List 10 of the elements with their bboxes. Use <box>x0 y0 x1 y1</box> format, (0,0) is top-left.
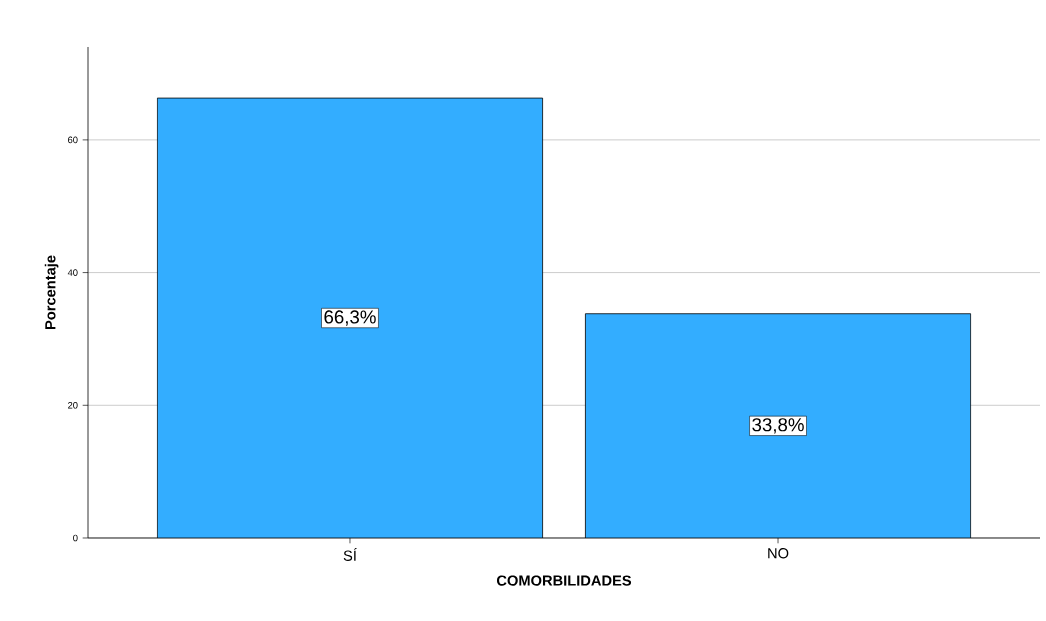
x-tick-label: NO <box>768 548 789 559</box>
y-tick-label: 60 <box>68 136 78 144</box>
y-tick-label: 20 <box>68 401 78 409</box>
y-tick-label: 40 <box>67 269 78 276</box>
y-tick-label: 0 <box>73 534 78 542</box>
x-axis-title: COMORBILIDADES <box>496 575 632 586</box>
data-label: 33,8% <box>752 418 804 434</box>
x-tick-label: SÍ <box>343 548 357 561</box>
data-label: 66,3% <box>324 310 376 326</box>
y-axis-title: Porcentaje <box>44 255 59 329</box>
